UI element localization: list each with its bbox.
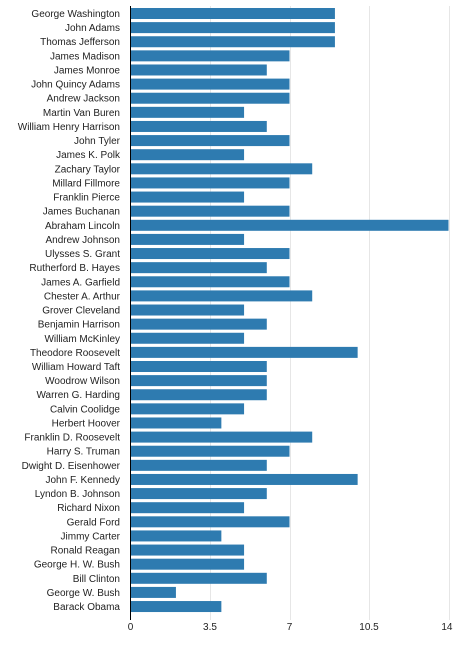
category-label: Calvin Coolidge xyxy=(50,404,120,415)
bar xyxy=(130,488,267,500)
category-label: Abraham Lincoln xyxy=(45,221,120,232)
category-label: Dwight D. Eisenhower xyxy=(22,461,121,472)
bar xyxy=(130,361,267,372)
category-label: William Henry Harrison xyxy=(18,122,120,133)
bar xyxy=(130,22,335,34)
bar xyxy=(130,177,290,189)
bar xyxy=(130,120,267,132)
bar xyxy=(130,64,267,76)
bar xyxy=(130,332,245,344)
category-label: Harry S. Truman xyxy=(47,447,120,458)
category-label: Franklin D. Roosevelt xyxy=(24,433,120,444)
category-label: Andrew Jackson xyxy=(47,94,120,105)
category-labels: George Washington John Adams Thomas Jeffer… xyxy=(18,9,121,613)
category-label: James Madison xyxy=(50,51,120,62)
bar xyxy=(130,50,290,62)
category-label: John F. Kennedy xyxy=(46,475,121,486)
x-tick-label: 3.5 xyxy=(203,622,217,633)
bar xyxy=(130,459,267,471)
bar xyxy=(130,149,245,161)
bar xyxy=(130,106,245,118)
category-label: George H. W. Bush xyxy=(34,560,120,571)
category-label: Ronald Reagan xyxy=(51,546,121,557)
bar xyxy=(130,78,290,90)
bar xyxy=(130,163,313,175)
bar xyxy=(130,417,222,429)
bar xyxy=(130,219,449,231)
bar xyxy=(130,8,335,19)
category-label: Warren G. Harding xyxy=(36,390,120,401)
x-tick-labels: 0 3.5 7 10.5 14 xyxy=(128,622,453,633)
category-label: Theodore Roosevelt xyxy=(30,348,120,359)
category-label: John Adams xyxy=(65,23,120,34)
bar xyxy=(130,586,176,598)
category-label: James Buchanan xyxy=(43,207,120,218)
bar xyxy=(130,318,267,330)
bar xyxy=(130,135,290,147)
category-label: Millard Fillmore xyxy=(52,178,120,189)
bar xyxy=(130,558,245,570)
bar xyxy=(130,92,290,104)
category-label: John Quincy Adams xyxy=(31,80,120,91)
bar xyxy=(130,389,267,401)
category-label: James Monroe xyxy=(54,65,121,76)
category-label: James K. Polk xyxy=(56,150,121,161)
category-label: Thomas Jefferson xyxy=(40,37,120,48)
category-label: Gerald Ford xyxy=(67,517,120,528)
category-label: Martin Van Buren xyxy=(43,108,120,119)
bar xyxy=(130,290,313,302)
bar xyxy=(130,248,290,260)
bar xyxy=(130,473,358,485)
category-label: John Tyler xyxy=(74,136,121,147)
category-label: George Washington xyxy=(31,9,120,20)
category-label: Benjamin Harrison xyxy=(38,320,120,331)
bar xyxy=(130,544,245,556)
bar xyxy=(130,403,245,415)
x-tick-label: 0 xyxy=(128,622,134,633)
bar xyxy=(130,445,290,457)
bar xyxy=(130,502,245,514)
bar xyxy=(130,530,222,542)
category-label: Bill Clinton xyxy=(73,574,120,585)
bar xyxy=(130,191,245,203)
bar xyxy=(130,262,267,274)
category-label: Ulysses S. Grant xyxy=(45,249,120,260)
category-label: Lyndon B. Johnson xyxy=(35,489,120,500)
category-label: Richard Nixon xyxy=(57,503,120,514)
x-tick-label: 10.5 xyxy=(359,622,379,633)
category-label: Woodrow Wilson xyxy=(45,376,120,387)
bar xyxy=(130,572,267,584)
category-label: Zachary Taylor xyxy=(55,164,121,175)
category-label: Franklin Pierce xyxy=(53,193,120,204)
bars xyxy=(130,8,449,613)
bar xyxy=(130,205,290,217)
bar xyxy=(130,304,245,316)
x-tick-label: 7 xyxy=(287,622,293,633)
category-label: James A. Garfield xyxy=(41,277,120,288)
category-label: Chester A. Arthur xyxy=(44,291,121,302)
bar xyxy=(130,375,267,387)
category-label: William McKinley xyxy=(44,334,120,345)
category-label: Grover Cleveland xyxy=(42,306,120,317)
category-label: Barack Obama xyxy=(53,602,120,613)
category-label: Herbert Hoover xyxy=(52,418,121,429)
category-label: Jimmy Carter xyxy=(61,531,121,542)
category-label: Andrew Johnson xyxy=(46,235,121,246)
bar xyxy=(130,601,222,613)
bar xyxy=(130,276,290,288)
category-label: William Howard Taft xyxy=(32,362,120,373)
category-label: Rutherford B. Hayes xyxy=(29,263,120,274)
x-tick-label: 14 xyxy=(441,622,453,633)
bar xyxy=(130,36,335,48)
category-label: George W. Bush xyxy=(47,588,120,599)
bar xyxy=(130,346,358,358)
bar xyxy=(130,516,290,528)
bar xyxy=(130,233,245,245)
bar xyxy=(130,431,313,443)
